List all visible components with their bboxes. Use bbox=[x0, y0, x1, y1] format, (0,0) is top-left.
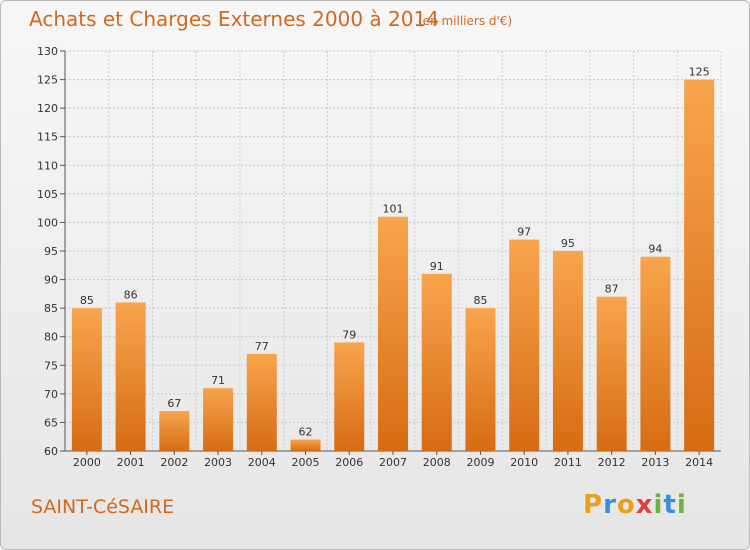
x-tick-label: 2013 bbox=[641, 456, 669, 469]
x-tick-label: 2005 bbox=[292, 456, 320, 469]
y-tick-label: 85 bbox=[44, 302, 58, 315]
data-label: 86 bbox=[124, 288, 138, 301]
bar bbox=[684, 79, 715, 452]
data-label: 79 bbox=[342, 328, 356, 341]
x-tick-label: 2010 bbox=[510, 456, 538, 469]
data-label: 91 bbox=[430, 260, 444, 273]
data-label: 85 bbox=[473, 294, 487, 307]
bar bbox=[334, 342, 365, 451]
bar bbox=[71, 308, 102, 451]
x-tick-label: 2002 bbox=[160, 456, 188, 469]
chart-subtitle: (en milliers d'€) bbox=[418, 14, 513, 28]
y-tick-label: 125 bbox=[37, 74, 58, 87]
data-label: 71 bbox=[211, 374, 225, 387]
y-tick-label: 90 bbox=[44, 274, 58, 287]
proxiti-logo[interactable]: Proxiti bbox=[583, 490, 687, 520]
commune-name: SAINT-CéSAIRE bbox=[31, 496, 175, 518]
bar bbox=[465, 308, 496, 451]
y-tick-label: 115 bbox=[37, 131, 58, 144]
data-label: 85 bbox=[80, 294, 94, 307]
bar bbox=[290, 439, 321, 451]
data-label: 101 bbox=[383, 203, 404, 216]
chart-title: Achats et Charges Externes 2000 à 2014 bbox=[29, 7, 439, 31]
y-tick-label: 65 bbox=[44, 416, 58, 429]
x-tick-label: 2003 bbox=[204, 456, 232, 469]
bar bbox=[596, 296, 627, 451]
bar bbox=[246, 353, 277, 451]
bar bbox=[640, 256, 671, 451]
y-tick-label: 130 bbox=[37, 45, 58, 58]
x-tick-label: 2006 bbox=[335, 456, 363, 469]
y-tick-label: 75 bbox=[44, 359, 58, 372]
bar bbox=[378, 216, 408, 451]
x-tick-label: 2000 bbox=[73, 456, 101, 469]
x-tick-label: 2008 bbox=[423, 456, 451, 469]
y-tick-label: 80 bbox=[44, 331, 58, 344]
y-tick-label: 95 bbox=[44, 245, 58, 258]
x-tick-label: 2014 bbox=[685, 456, 713, 469]
data-label: 87 bbox=[605, 283, 619, 296]
y-tick-label: 110 bbox=[37, 159, 58, 172]
data-label: 77 bbox=[255, 340, 269, 353]
x-tick-label: 2009 bbox=[466, 456, 494, 469]
bar bbox=[115, 302, 146, 451]
data-label: 62 bbox=[299, 426, 313, 439]
x-tick-label: 2004 bbox=[248, 456, 276, 469]
x-tick-label: 2007 bbox=[379, 456, 407, 469]
bar bbox=[159, 411, 190, 451]
data-label: 97 bbox=[517, 226, 531, 239]
y-tick-label: 70 bbox=[44, 388, 58, 401]
x-tick-label: 2012 bbox=[598, 456, 626, 469]
data-label: 94 bbox=[648, 243, 662, 256]
y-tick-label: 60 bbox=[44, 445, 58, 458]
data-label: 67 bbox=[167, 397, 181, 410]
y-tick-label: 120 bbox=[37, 102, 58, 115]
data-label: 125 bbox=[689, 66, 710, 79]
y-tick-label: 105 bbox=[37, 188, 58, 201]
bar bbox=[552, 251, 583, 451]
x-tick-label: 2011 bbox=[554, 456, 582, 469]
x-tick-label: 2001 bbox=[117, 456, 145, 469]
y-tick-label: 100 bbox=[37, 216, 58, 229]
bar bbox=[421, 273, 452, 451]
bar bbox=[509, 239, 540, 451]
data-label: 95 bbox=[561, 237, 575, 250]
bar bbox=[203, 388, 234, 451]
